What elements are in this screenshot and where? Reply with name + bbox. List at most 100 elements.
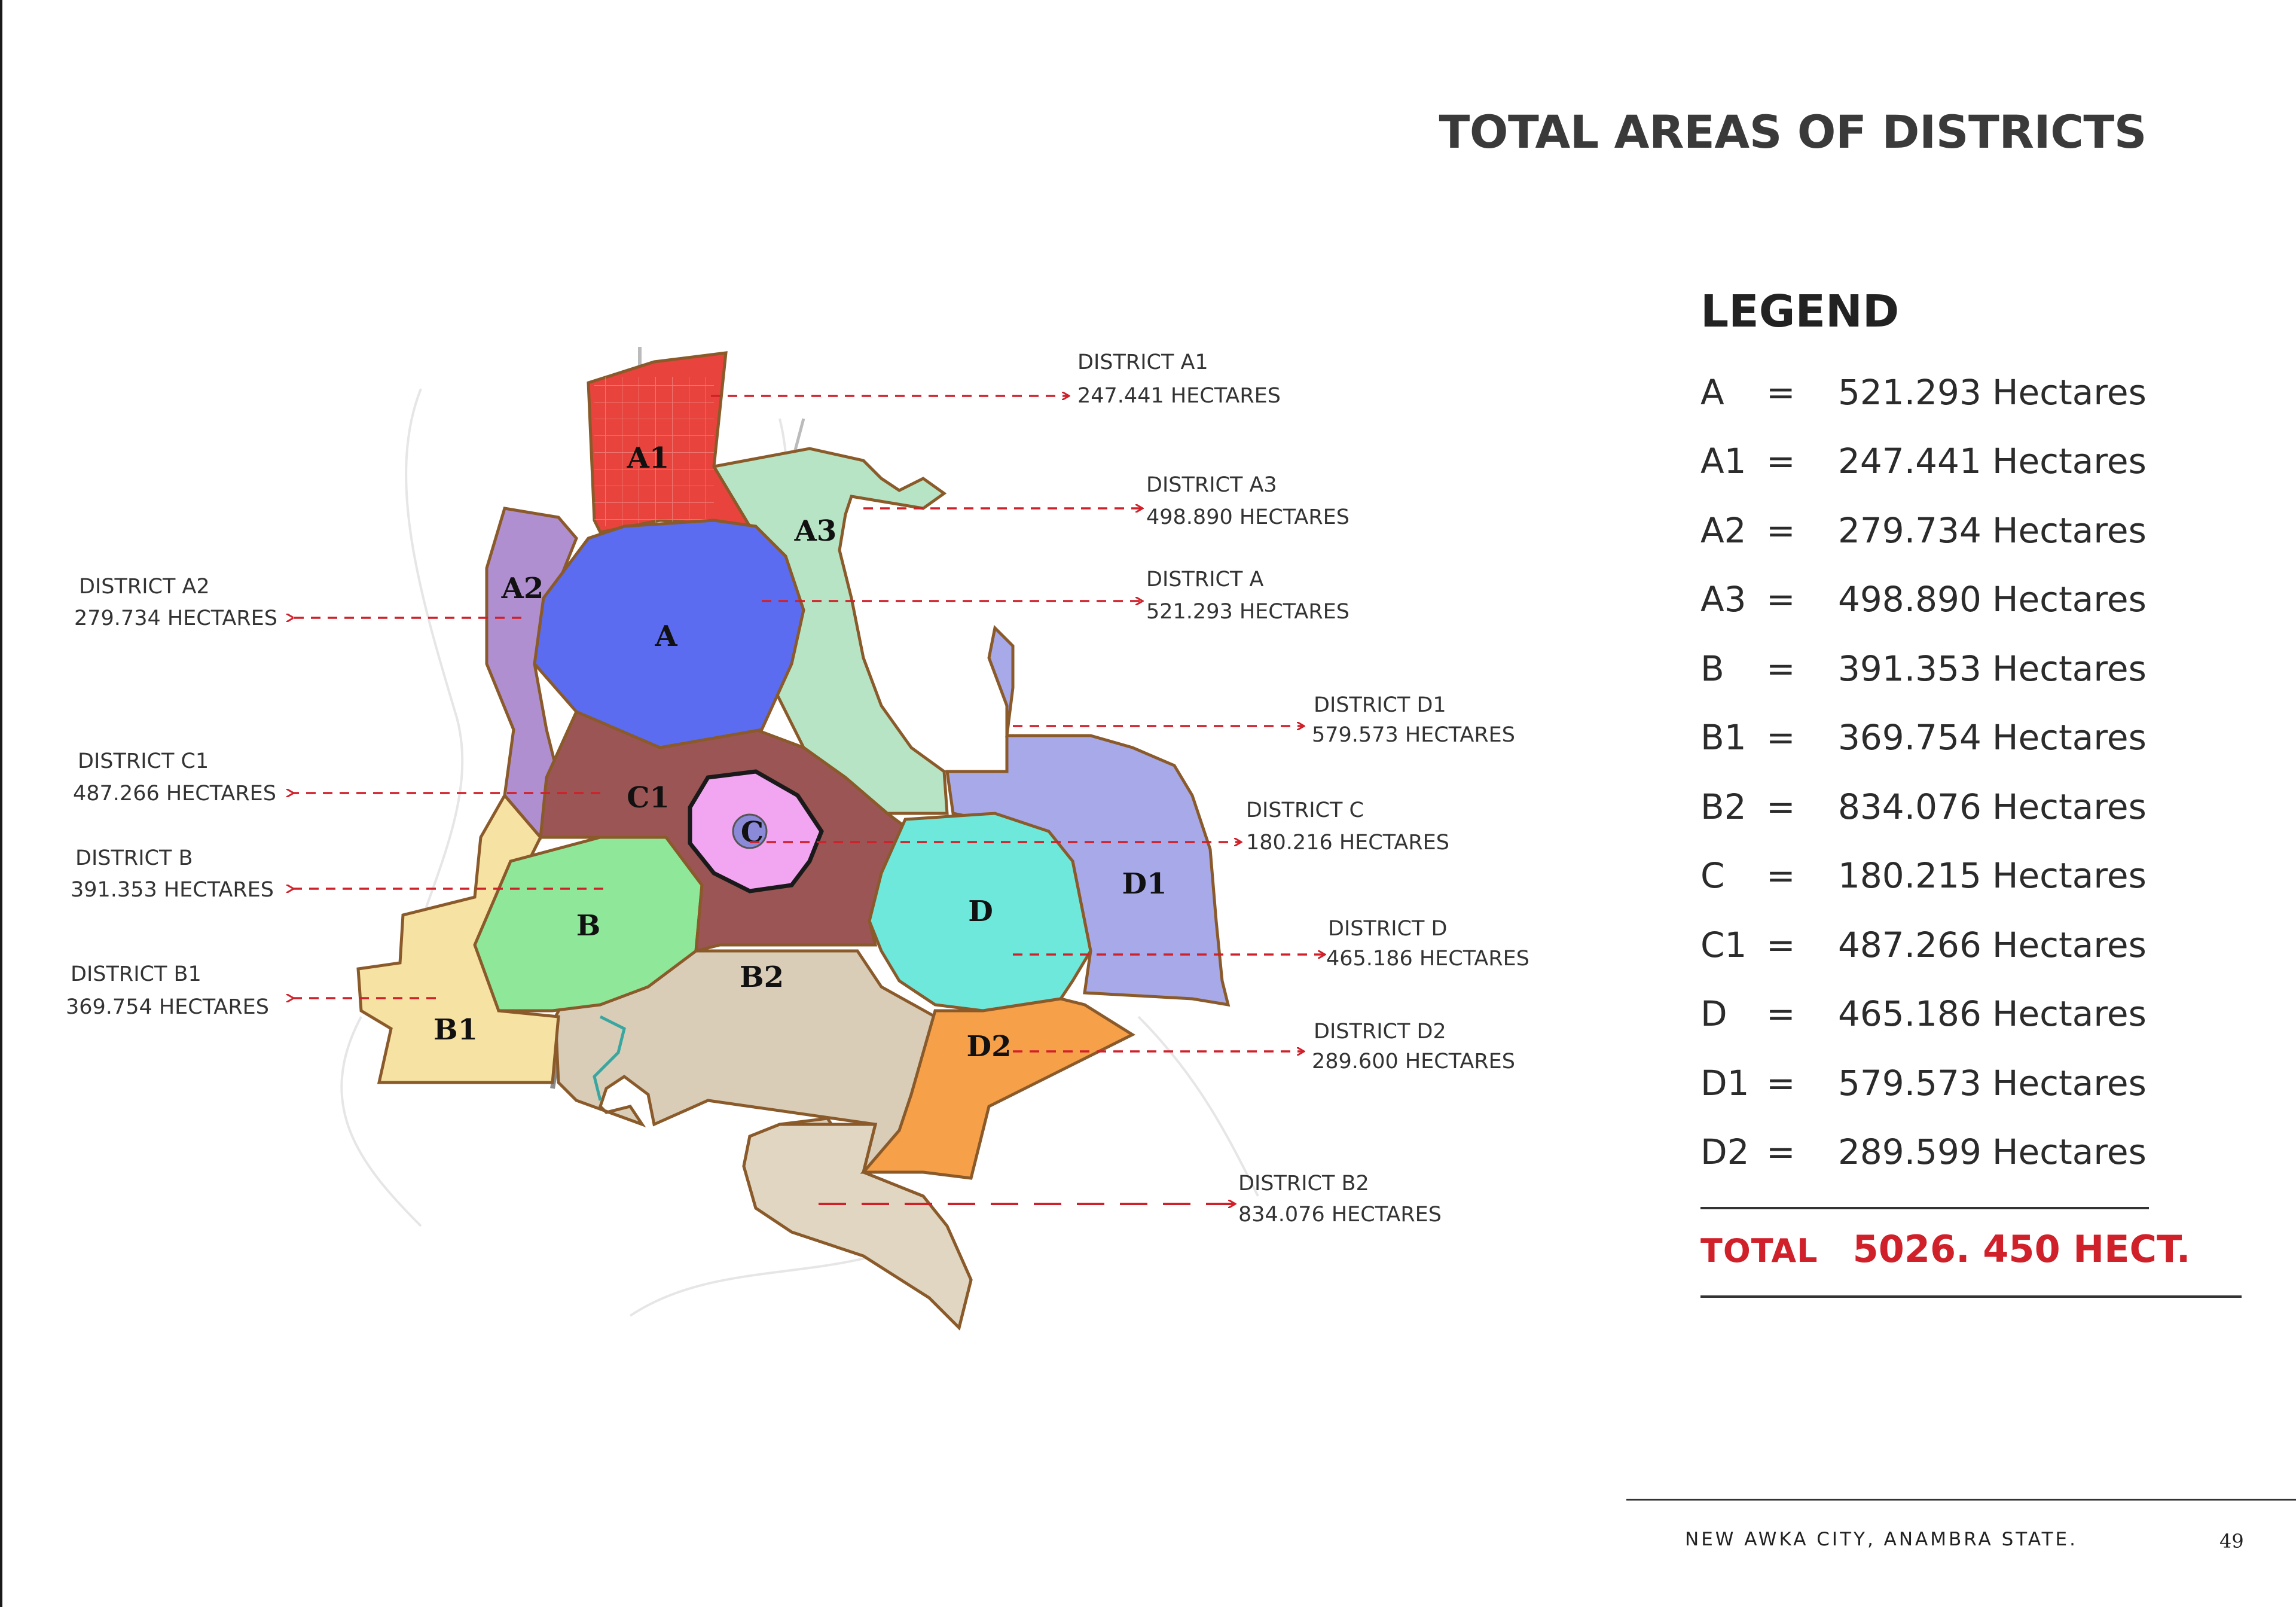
legend-row: A3 = 498.890 Hectares <box>1700 565 2239 635</box>
label-d1: D1 <box>1122 867 1167 901</box>
label-b: B <box>576 909 601 943</box>
label-b2: B2 <box>740 960 784 994</box>
legend-unit: Hectares <box>1992 993 2147 1035</box>
legend-unit: Hectares <box>1992 1062 2147 1103</box>
legend-unit: Hectares <box>1992 717 2147 758</box>
callout-area-d1: 579.573 HECTARES <box>1312 723 1515 747</box>
legend-unit: Hectares <box>1992 648 2147 689</box>
label-d2: D2 <box>966 1030 1011 1063</box>
legend-unit: Hectares <box>1992 855 2147 896</box>
label-a1: A1 <box>627 441 670 475</box>
label-b1: B1 <box>433 1013 478 1047</box>
callout-name-b: DISTRICT B <box>75 846 193 870</box>
legend-value: 487.266 <box>1838 924 1981 965</box>
legend-equals: = <box>1766 786 1796 827</box>
callout-name-a3: DISTRICT A3 <box>1146 473 1277 497</box>
legend-unit: Hectares <box>1992 510 2147 551</box>
legend-equals: = <box>1766 1132 1796 1173</box>
legend-value: 521.293 <box>1838 371 1981 413</box>
district-a-area <box>533 519 805 749</box>
legend-unit: Hectares <box>1992 371 2147 413</box>
callout-area-a1: 247.441 HECTARES <box>1077 384 1281 408</box>
legend-key: D <box>1700 993 1727 1035</box>
callout-area-a: 521.293 HECTARES <box>1146 600 1349 624</box>
legend-total: TOTAL 5026. 450 HECT. <box>1700 1227 2190 1271</box>
footer-divider <box>1626 1499 2296 1501</box>
district-map: A1 A2 A3 A C1 C B B1 B2 D D1 D2 <box>66 347 1529 1331</box>
label-a: A <box>654 620 677 653</box>
legend-value: 289.599 <box>1838 1132 1981 1173</box>
legend-row: A1 = 247.441 Hectares <box>1700 427 2239 496</box>
legend-key: A1 <box>1700 441 1747 482</box>
legend-key: A <box>1700 371 1724 413</box>
legend-rows: A = 521.293 Hectares A1 = 247.441 Hectares A2 =… <box>1700 358 2239 1187</box>
footer-text: NEW AWKA CITY, ANAMBRA STATE. <box>1685 1529 2078 1550</box>
legend-equals: = <box>1766 510 1796 551</box>
legend-row: C = 180.215 Hectares <box>1700 841 2239 911</box>
legend-value: 498.890 <box>1838 579 1981 620</box>
legend-equals: = <box>1766 1062 1796 1103</box>
total-value: 5026. 450 HECT. <box>1852 1227 2191 1271</box>
legend-value: 369.754 <box>1838 717 1981 758</box>
legend-divider-top <box>1700 1207 2149 1209</box>
legend-row: B1 = 369.754 Hectares <box>1700 703 2239 773</box>
legend-value: 391.353 <box>1838 648 1981 689</box>
callout-area-b2: 834.076 HECTARES <box>1238 1203 1442 1227</box>
legend-value: 465.186 <box>1838 993 1981 1035</box>
callout-name-d2: DISTRICT D2 <box>1314 1020 1446 1044</box>
callout-area-d2: 289.600 HECTARES <box>1312 1050 1515 1074</box>
label-c: C <box>741 816 764 849</box>
total-label: TOTAL <box>1700 1232 1818 1270</box>
legend-key: C <box>1700 855 1725 896</box>
legend-equals: = <box>1766 924 1796 965</box>
callout-area-a3: 498.890 HECTARES <box>1146 505 1349 529</box>
callout-name-b1: DISTRICT B1 <box>71 962 201 986</box>
legend-value: 247.441 <box>1838 441 1981 482</box>
callout-area-b: 391.353 HECTARES <box>71 878 274 902</box>
river <box>593 1015 626 1101</box>
legend-key: D1 <box>1700 1062 1750 1103</box>
legend-key: B1 <box>1700 717 1747 758</box>
legend-row: B2 = 834.076 Hectares <box>1700 772 2239 841</box>
legend-value: 279.734 <box>1838 510 1981 551</box>
callout-area-d: 465.186 HECTARES <box>1326 947 1529 971</box>
legend-equals: = <box>1766 371 1796 413</box>
legend-row: B = 391.353 Hectares <box>1700 634 2239 703</box>
legend-equals: = <box>1766 648 1796 689</box>
legend-row: D1 = 579.573 Hectares <box>1700 1048 2239 1118</box>
callout-name-a: DISTRICT A <box>1146 568 1263 591</box>
legend-key: A2 <box>1700 510 1747 551</box>
label-d: D <box>968 895 993 928</box>
legend-row: D2 = 289.599 Hectares <box>1700 1118 2239 1187</box>
legend-equals: = <box>1766 579 1796 620</box>
legend-unit: Hectares <box>1992 579 2147 620</box>
district-d2-area <box>860 997 1136 1180</box>
legend-key: A3 <box>1700 579 1747 620</box>
district-a1-grid <box>594 377 714 526</box>
legend-divider-bottom <box>1700 1295 2242 1298</box>
callout-name-a2: DISTRICT A2 <box>79 575 210 599</box>
callout-name-d1: DISTRICT D1 <box>1314 693 1446 717</box>
label-a3: A3 <box>794 514 837 548</box>
legend-unit: Hectares <box>1992 441 2147 482</box>
district-b2-lower <box>742 1123 973 1331</box>
legend-unit: Hectares <box>1992 786 2147 827</box>
legend-unit: Hectares <box>1992 924 2147 965</box>
legend-value: 834.076 <box>1838 786 1981 827</box>
label-a2: A2 <box>501 572 544 605</box>
legend-row: A = 521.293 Hectares <box>1700 358 2239 427</box>
legend-key: B <box>1700 648 1724 689</box>
legend-equals: = <box>1766 441 1796 482</box>
legend-equals: = <box>1766 993 1796 1035</box>
legend-key: C1 <box>1700 924 1747 965</box>
legend-key: D2 <box>1700 1132 1750 1173</box>
callout-name-c: DISTRICT C <box>1246 798 1364 822</box>
callout-name-a1: DISTRICT A1 <box>1077 350 1208 374</box>
legend-value: 180.215 <box>1838 855 1981 896</box>
legend-unit: Hectares <box>1992 1132 2147 1173</box>
page-title: TOTAL AREAS OF DISTRICTS <box>1439 105 2147 158</box>
label-c1: C1 <box>627 781 670 815</box>
page-number: 49 <box>2219 1530 2244 1553</box>
legend-equals: = <box>1766 717 1796 758</box>
